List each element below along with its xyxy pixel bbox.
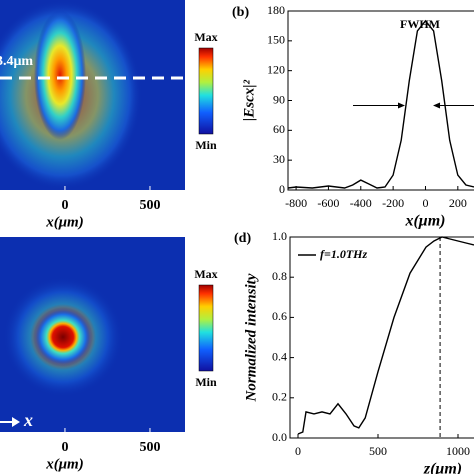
arrowhead xyxy=(398,102,405,109)
y-tick-label: 120 xyxy=(267,62,285,76)
x-axis-label: x(μm) xyxy=(45,214,84,230)
x-tick-label: 1000 xyxy=(446,444,470,458)
y-tick-label: 60 xyxy=(273,122,285,136)
data-line xyxy=(297,236,474,435)
colorbar-max: Max xyxy=(194,30,217,44)
annotation: 3.4μm xyxy=(0,54,33,69)
panel-label: (b) xyxy=(232,5,249,20)
x-tick-label: 0 xyxy=(61,440,68,455)
annotation: FWHM xyxy=(400,17,440,31)
x-tick-label: 500 xyxy=(139,198,160,213)
x-tick-label: -600 xyxy=(317,196,339,210)
y-tick-label: 150 xyxy=(267,33,285,47)
y-tick-label: 30 xyxy=(273,152,285,166)
y-tick-label: 0.0 xyxy=(272,430,287,444)
x-tick-label: 500 xyxy=(139,440,160,455)
y-axis-label: Normalized intensity xyxy=(243,273,259,402)
y-tick-label: 180 xyxy=(267,3,285,17)
legend-label: f=1.0THz xyxy=(320,247,367,261)
x-tick-label: 0 xyxy=(422,196,428,210)
x-tick-label: 0 xyxy=(61,198,68,213)
y-tick-label: 0.6 xyxy=(272,309,287,323)
colorbar-max: Max xyxy=(194,267,217,281)
x-tick-label: 200 xyxy=(449,196,467,210)
x-tick-label: -200 xyxy=(382,196,404,210)
y-tick-label: 1.0 xyxy=(272,229,287,243)
colorbar xyxy=(198,284,214,372)
x-axis-label: x(μm) xyxy=(45,456,84,472)
axis-label: x xyxy=(23,410,33,430)
plot-frame xyxy=(287,10,474,191)
x-tick-label: 500 xyxy=(369,444,387,458)
y-tick-label: 0.4 xyxy=(272,349,287,363)
heatmap-blob xyxy=(34,10,86,140)
y-tick-label: 90 xyxy=(273,92,285,106)
x-axis-label: x(μm) xyxy=(404,213,445,230)
x-axis-label: z(μm) xyxy=(423,461,462,474)
colorbar-min: Min xyxy=(195,138,217,152)
y-tick-label: 0.8 xyxy=(272,269,287,283)
heatmap-spot xyxy=(33,307,93,367)
y-tick-label: 0.2 xyxy=(272,390,287,404)
arrowhead xyxy=(433,102,441,109)
y-tick-label: 0 xyxy=(279,182,285,196)
data-line xyxy=(287,19,474,189)
colorbar-min: Min xyxy=(195,375,217,389)
x-tick-label: -400 xyxy=(350,196,372,210)
colorbar xyxy=(198,47,214,135)
axis-arrowhead xyxy=(12,417,20,427)
y-axis-label: |Escx|² xyxy=(241,79,257,121)
x-tick-label: 0 xyxy=(295,444,301,458)
x-tick-label: -800 xyxy=(285,196,307,210)
panel-label: (d) xyxy=(234,231,251,246)
plot-frame xyxy=(289,236,474,439)
